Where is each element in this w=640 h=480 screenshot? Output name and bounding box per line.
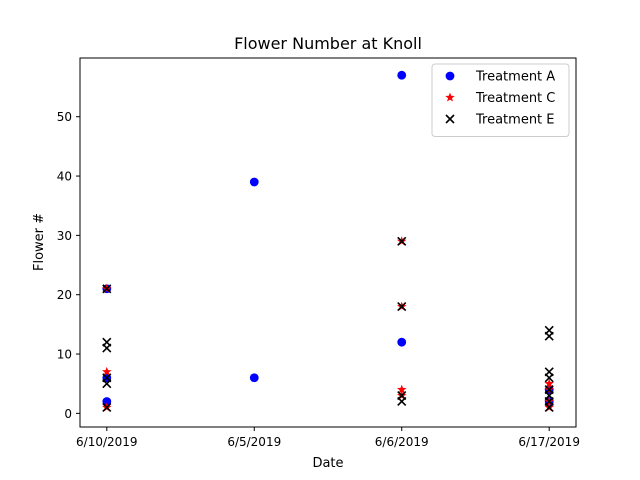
data-point [102, 397, 112, 406]
y-axis-title: Flower # [32, 213, 47, 271]
data-point [249, 373, 259, 383]
plot-frame [79, 57, 577, 428]
data-point [397, 70, 407, 80]
legend-box [431, 63, 570, 137]
y-tick-label: 40 [57, 170, 72, 184]
data-point [102, 402, 112, 412]
legend-label: Treatment C [475, 91, 555, 106]
data-point [397, 236, 407, 246]
data-point [102, 343, 112, 353]
series-x [102, 236, 554, 412]
data-point [544, 373, 554, 383]
y-tick-label: 0 [64, 407, 72, 421]
data-point [397, 302, 407, 312]
y-tick-label: 50 [57, 110, 72, 124]
legend-marker [445, 71, 455, 81]
data-point [397, 337, 407, 347]
data-point [397, 396, 407, 407]
data-point [544, 331, 554, 341]
chart-title: Flower Number at Knoll [234, 34, 422, 53]
data-point [544, 402, 554, 412]
y-tick-label: 30 [57, 229, 72, 243]
x-tick-label: 6/6/2019 [375, 435, 429, 449]
legend-marker [445, 114, 455, 124]
legend-label: Treatment E [475, 113, 555, 128]
data-point [102, 284, 112, 294]
y-tick-label: 20 [57, 288, 72, 302]
legend-label: Treatment A [475, 70, 555, 85]
x-axis-title: Date [312, 456, 343, 471]
legend: Treatment A Treatment C Treatment E [431, 63, 570, 137]
data-point [544, 378, 554, 388]
legend-marker [445, 92, 455, 102]
data-point [102, 379, 112, 389]
data-point [396, 384, 407, 394]
x-tick-label: 6/5/2019 [227, 435, 281, 449]
x-tick-label: 6/10/2019 [76, 435, 138, 449]
x-tick-label: 6/17/2019 [518, 435, 580, 449]
data-point [249, 177, 259, 187]
data-point [102, 366, 112, 376]
y-tick-label: 10 [57, 348, 72, 362]
plot-area: 6/10/2019 6/5/2019 6/6/2019 6/17/2019 0 10 20 3… [57, 57, 580, 449]
